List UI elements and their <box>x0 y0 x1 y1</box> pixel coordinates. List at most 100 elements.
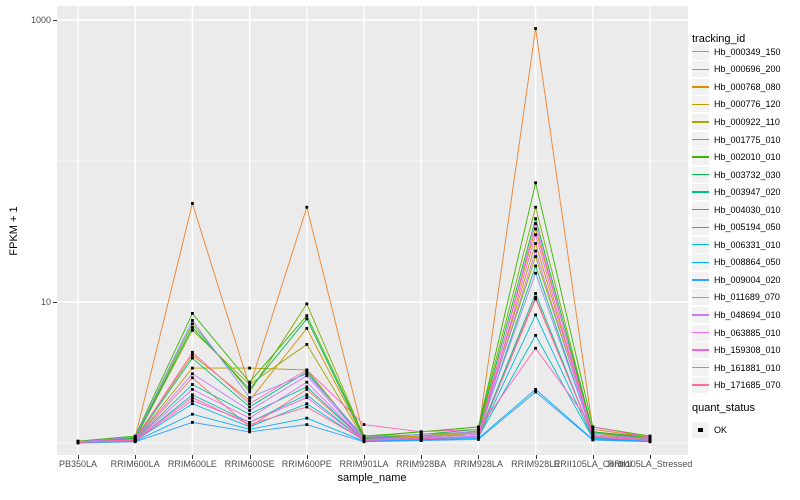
legend-item-Hb_006331_010: Hb_006331_010 <box>692 236 781 254</box>
x-tick-mark <box>78 455 79 459</box>
legend-key-box <box>692 96 709 113</box>
x-tick-label: RRIM600SE <box>224 459 275 469</box>
point-marker <box>305 368 309 372</box>
point-marker <box>248 385 251 389</box>
x-tick-label: RRIM928LA <box>453 459 503 469</box>
point-marker <box>591 425 595 429</box>
y-tick-mark <box>53 302 57 303</box>
legend-item-label: Hb_003732_030 <box>714 169 781 180</box>
legend-line-swatch <box>692 103 709 106</box>
legend-item-label: Hb_009004_020 <box>714 274 781 285</box>
point-marker <box>477 438 480 441</box>
legend-line-swatch <box>692 244 709 246</box>
point-marker <box>305 205 309 209</box>
legend-item-Hb_002010_010: Hb_002010_010 <box>692 148 781 166</box>
point-marker <box>305 374 309 378</box>
legend-item-label: Hb_000696_200 <box>714 64 781 75</box>
legend-key-box <box>692 359 709 376</box>
point-marker <box>248 366 251 370</box>
legend-line-swatch <box>692 314 709 316</box>
x-tick-label: RRIM600LE <box>167 459 217 469</box>
point-marker <box>305 396 309 399</box>
point-marker <box>191 328 194 332</box>
legend-item-Hb_008864_050: Hb_008864_050 <box>692 254 781 272</box>
point-marker <box>305 372 309 376</box>
legend-line-swatch <box>692 366 709 369</box>
point-marker <box>534 205 537 209</box>
point-marker <box>362 435 366 439</box>
legend-item-Hb_001775_010: Hb_001775_010 <box>692 131 781 149</box>
point-marker <box>248 387 251 391</box>
legend-item-Hb_009004_020: Hb_009004_020 <box>692 271 781 289</box>
legend-item-Hb_161881_010: Hb_161881_010 <box>692 359 781 377</box>
legend-item-label: Hb_171685_070 <box>714 380 781 391</box>
point-marker <box>248 396 251 399</box>
point-marker <box>248 399 251 402</box>
point-marker <box>191 322 194 326</box>
legend-key-box <box>692 131 709 148</box>
point-marker <box>477 433 480 436</box>
point-marker <box>191 387 194 391</box>
legend-item-label: Hb_008864_050 <box>714 257 781 268</box>
point-marker <box>248 383 251 386</box>
point-marker <box>534 27 537 30</box>
x-tick-mark <box>592 455 594 459</box>
legend-key-box <box>692 219 709 236</box>
point-marker <box>191 372 194 376</box>
legend-item-Hb_159308_010: Hb_159308_010 <box>692 341 781 359</box>
legend-item-Hb_000922_110: Hb_000922_110 <box>692 113 781 131</box>
legend-key-box <box>692 149 709 166</box>
point-marker <box>477 430 480 434</box>
point-marker <box>305 402 309 406</box>
legend-item-label: Hb_000349_150 <box>714 46 781 57</box>
point-marker <box>305 314 309 318</box>
point-marker <box>191 396 194 399</box>
point-marker <box>248 405 251 409</box>
legend-key-box <box>692 201 709 218</box>
point-marker <box>248 430 251 434</box>
point-marker <box>534 227 537 231</box>
legend-key-box <box>692 113 709 130</box>
legend-item-label: Hb_006331_010 <box>714 239 781 250</box>
legend-item-Hb_005194_050: Hb_005194_050 <box>692 218 781 236</box>
point-marker <box>534 333 537 337</box>
point-marker <box>248 402 251 406</box>
point-marker <box>534 292 537 295</box>
y-tick-label: 1000 <box>30 15 51 25</box>
point-marker <box>305 385 309 389</box>
point-marker <box>419 433 423 436</box>
legend-key-box <box>692 421 709 438</box>
legend-line-swatch <box>692 279 709 281</box>
point-marker <box>191 383 194 386</box>
legend-key-box <box>692 271 709 288</box>
point-marker <box>534 181 537 185</box>
point-marker <box>477 435 480 439</box>
legend-key-box <box>692 289 709 306</box>
legend-key-box <box>692 254 709 271</box>
legend-key-box <box>692 184 709 201</box>
x-tick-label: RRIM600PE <box>281 459 332 469</box>
point-marker <box>591 433 595 436</box>
point-marker <box>305 393 309 397</box>
legend-item-Hb_003732_030: Hb_003732_030 <box>692 166 781 184</box>
legend-line-swatch <box>692 209 709 211</box>
point-marker <box>534 297 537 301</box>
x-tick-mark <box>135 455 137 459</box>
legend-line-swatch <box>692 261 709 264</box>
x-tick-label: RRIM600LA <box>110 459 160 469</box>
legend-title-tracking-id: tracking_id <box>692 33 746 45</box>
plot-svg <box>57 6 688 455</box>
point-marker <box>477 427 480 431</box>
point-marker <box>419 436 423 440</box>
legend-line-swatch <box>692 296 709 299</box>
legend-item-label: Hb_159308_010 <box>714 345 781 356</box>
x-tick-mark <box>192 455 194 459</box>
point-marker <box>591 430 595 434</box>
point-marker <box>191 412 194 416</box>
legend-item-Hb_004030_010: Hb_004030_010 <box>692 201 781 219</box>
point-marker <box>534 346 537 350</box>
legend-line-swatch <box>692 121 709 123</box>
legend-line-swatch <box>692 138 709 141</box>
point-marker <box>534 249 537 253</box>
point-marker <box>534 222 537 225</box>
